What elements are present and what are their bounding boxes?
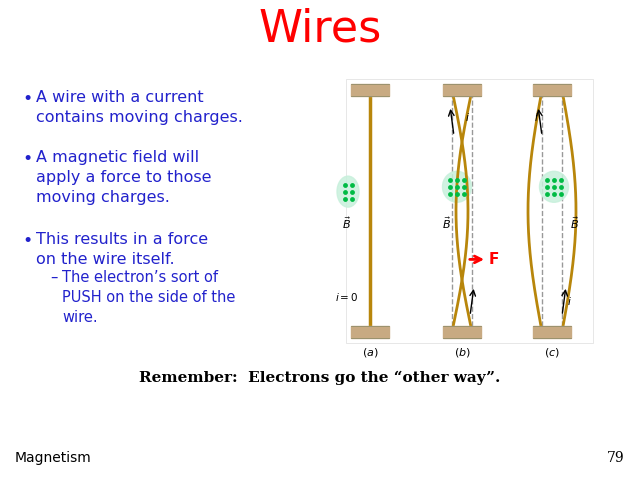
Text: $(b)$: $(b)$ <box>454 346 470 359</box>
Text: The electron’s sort of
PUSH on the side of the
wire.: The electron’s sort of PUSH on the side … <box>62 270 236 324</box>
Ellipse shape <box>540 171 568 202</box>
Text: $i$: $i$ <box>567 295 572 307</box>
Text: A magnetic field will
apply a force to those
moving charges.: A magnetic field will apply a force to t… <box>36 150 211 204</box>
Text: •: • <box>22 90 32 108</box>
Text: 79: 79 <box>607 451 625 465</box>
Text: $i$: $i$ <box>534 111 539 123</box>
Text: Remember:  Electrons go the “other way”.: Remember: Electrons go the “other way”. <box>140 371 500 385</box>
Bar <box>443 84 481 96</box>
Text: F: F <box>489 252 499 267</box>
Bar <box>346 79 593 343</box>
Bar <box>351 84 389 96</box>
Bar <box>533 84 571 96</box>
Text: •: • <box>22 150 32 168</box>
Text: –: – <box>50 270 58 285</box>
Text: Wires: Wires <box>259 8 381 51</box>
Ellipse shape <box>337 176 359 207</box>
Bar <box>351 326 389 338</box>
Text: A wire with a current
contains moving charges.: A wire with a current contains moving ch… <box>36 90 243 125</box>
Text: $\vec{B}$: $\vec{B}$ <box>342 216 351 231</box>
Ellipse shape <box>442 171 472 202</box>
Text: $\vec{B}$: $\vec{B}$ <box>442 215 451 230</box>
Bar <box>443 326 481 338</box>
Text: $\vec{B}$: $\vec{B}$ <box>570 215 579 230</box>
Text: $(a)$: $(a)$ <box>362 346 378 359</box>
Text: $(c)$: $(c)$ <box>544 346 560 359</box>
Text: •: • <box>22 232 32 250</box>
Text: $i = 0$: $i = 0$ <box>335 291 358 303</box>
Text: Magnetism: Magnetism <box>15 451 92 465</box>
Text: $i$: $i$ <box>465 111 470 123</box>
Bar <box>533 326 571 338</box>
Text: This results in a force
on the wire itself.: This results in a force on the wire itse… <box>36 232 208 267</box>
